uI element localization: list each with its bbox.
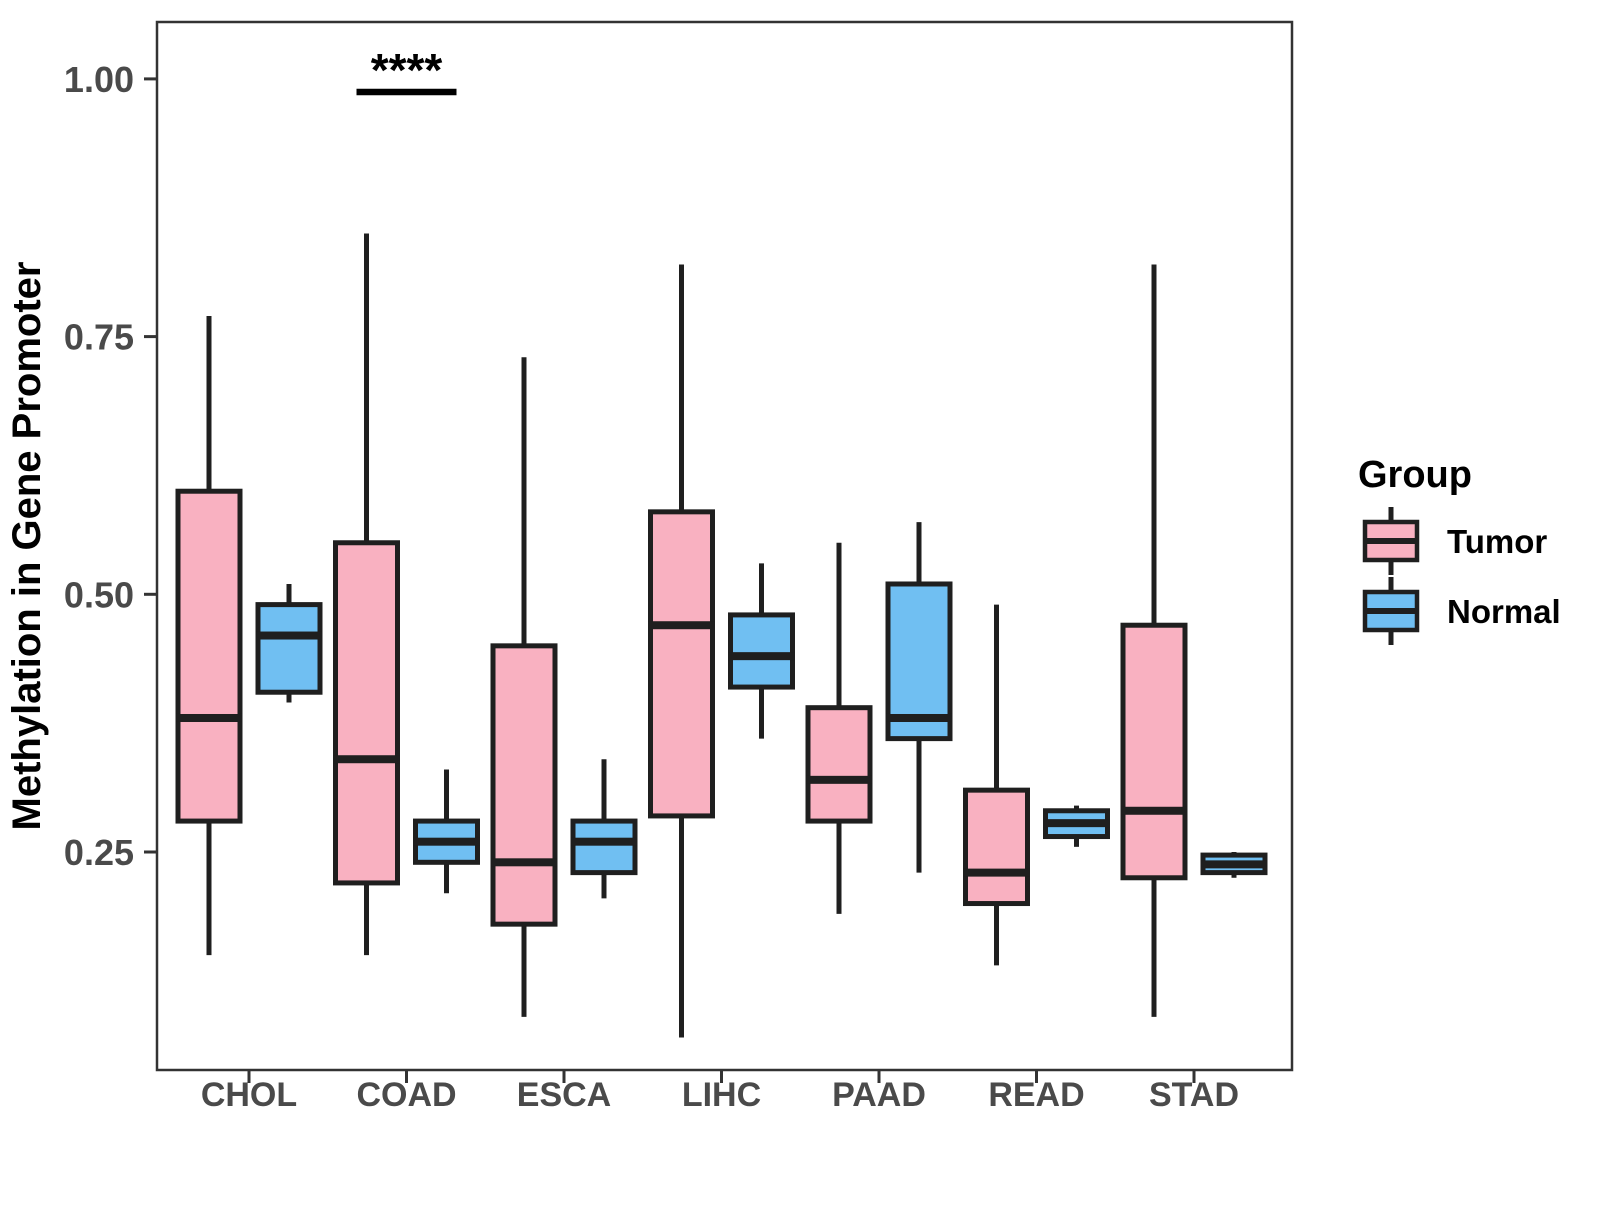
plot-panel	[155, 20, 1294, 1072]
legend-key-normal: Normal	[1362, 577, 1561, 645]
boxplot-median-COAD-Tumor	[333, 755, 400, 764]
legend-label-tumor: Tumor	[1447, 523, 1547, 560]
boxplot-box-STAD-Tumor	[1120, 622, 1188, 881]
boxplot-box-LIHC-Tumor	[648, 509, 715, 819]
boxplot-median-STAD-Tumor	[1120, 806, 1188, 815]
boxplot-median-LIHC-Tumor	[648, 621, 715, 630]
x-axis-tick-label: PAAD	[832, 1076, 926, 1114]
x-axis-tick-label: READ	[988, 1076, 1084, 1114]
legend-key-tumor: Tumor	[1362, 507, 1547, 575]
boxplot-median-READ-Tumor	[963, 868, 1030, 877]
boxplot-box-ESCA-Tumor	[490, 643, 558, 927]
boxplot-box-ESCA-Normal	[570, 818, 638, 876]
x-axis-tick-label: COAD	[356, 1076, 456, 1114]
boxplot-box-PAAD-Normal	[885, 581, 953, 742]
y-axis-tick-label: 0.50	[64, 574, 134, 615]
boxplot-box-READ-Tumor	[963, 787, 1030, 907]
legend-title: Group	[1358, 454, 1472, 496]
boxplot-box-CHOL-Tumor	[175, 488, 243, 824]
boxplot-box-PAAD-Tumor	[805, 705, 873, 824]
boxplot-median-LIHC-Normal	[728, 652, 795, 661]
boxplot-median-COAD-Normal	[413, 837, 480, 846]
x-axis-tick-label: STAD	[1149, 1076, 1239, 1114]
y-axis-tick-label: 0.75	[64, 317, 134, 358]
boxplot-median-STAD-Normal	[1200, 860, 1268, 869]
significance-stars: ****	[371, 44, 443, 96]
boxplot-box-LIHC-Normal	[728, 612, 795, 690]
legend-glyph-median	[1363, 538, 1419, 544]
boxplot-median-ESCA-Tumor	[490, 858, 558, 867]
x-axis-tick-label: ESCA	[517, 1076, 611, 1114]
y-axis-tick-label: 0.25	[64, 832, 134, 873]
legend: Group Tumor Normal	[1358, 454, 1561, 645]
legend-label-normal: Normal	[1447, 593, 1561, 630]
boxplot-median-PAAD-Normal	[885, 713, 953, 722]
y-axis-tick-label: 1.00	[64, 59, 134, 100]
boxplot-median-CHOL-Normal	[255, 631, 323, 640]
boxplot-median-READ-Normal	[1043, 819, 1110, 828]
y-axis-title: Methylation in Gene Promoter	[5, 262, 49, 831]
boxplot-median-PAAD-Tumor	[805, 775, 873, 784]
boxplot-median-CHOL-Tumor	[175, 713, 243, 722]
boxplot-box-CHOL-Normal	[255, 602, 323, 695]
boxplot-box-COAD-Tumor	[333, 540, 400, 886]
boxplot-median-ESCA-Normal	[570, 837, 638, 846]
x-axis-tick-label: LIHC	[682, 1076, 761, 1114]
legend-glyph-median	[1363, 608, 1419, 614]
x-axis-tick-label: CHOL	[201, 1076, 297, 1114]
